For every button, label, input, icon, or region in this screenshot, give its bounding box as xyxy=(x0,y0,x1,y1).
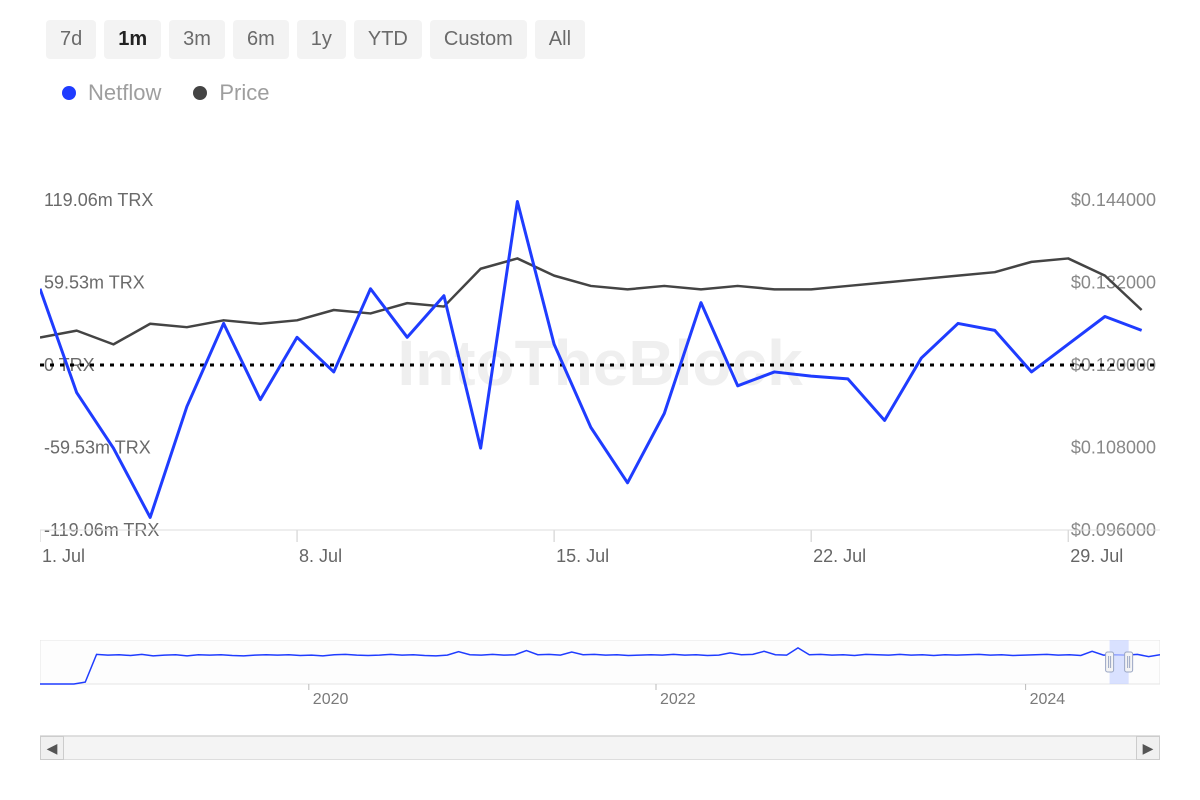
navigator[interactable]: 2020 2022 2024 ◀ ▶ xyxy=(40,640,1160,760)
y-right-tick-label: $0.144000 xyxy=(1071,190,1156,210)
x-tick-label: 29. Jul xyxy=(1070,546,1123,566)
range-selector: 7d1m3m6m1yYTDCustomAll xyxy=(46,20,585,59)
range-button-1m[interactable]: 1m xyxy=(104,20,161,59)
nav-scroll-right-button[interactable]: ▶ xyxy=(1136,736,1160,760)
main-chart[interactable]: IntoTheBlock119.06m TRX59.53m TRX0 TRX-5… xyxy=(40,160,1160,580)
range-button-all[interactable]: All xyxy=(535,20,585,59)
navigator-handle-left[interactable] xyxy=(1106,652,1114,672)
legend-item-price[interactable]: Price xyxy=(193,80,269,106)
legend-item-netflow[interactable]: Netflow xyxy=(62,80,161,106)
legend-marker-icon xyxy=(62,86,76,100)
nav-year-label: 2020 xyxy=(313,691,349,708)
watermark: IntoTheBlock xyxy=(397,327,803,399)
y-left-tick-label: 59.53m TRX xyxy=(44,273,145,293)
navigator-bg xyxy=(40,640,1160,684)
nav-year-label: 2024 xyxy=(1030,691,1066,708)
x-tick-label: 1. Jul xyxy=(42,546,85,566)
range-button-6m[interactable]: 6m xyxy=(233,20,289,59)
range-button-ytd[interactable]: YTD xyxy=(354,20,422,59)
x-tick-label: 15. Jul xyxy=(556,546,609,566)
legend-label: Price xyxy=(219,80,269,106)
legend-label: Netflow xyxy=(88,80,161,106)
nav-scroll-left-button[interactable]: ◀ xyxy=(40,736,64,760)
range-button-3m[interactable]: 3m xyxy=(169,20,225,59)
range-button-7d[interactable]: 7d xyxy=(46,20,96,59)
x-tick-label: 22. Jul xyxy=(813,546,866,566)
nav-year-label: 2022 xyxy=(660,691,696,708)
navigator-handle-right[interactable] xyxy=(1125,652,1133,672)
range-button-1y[interactable]: 1y xyxy=(297,20,346,59)
legend: Netflow Price xyxy=(62,80,269,106)
y-left-tick-label: 119.06m TRX xyxy=(44,190,153,210)
y-left-tick-label: -59.53m TRX xyxy=(44,438,151,458)
y-right-tick-label: $0.108000 xyxy=(1071,438,1156,458)
range-button-custom[interactable]: Custom xyxy=(430,20,527,59)
legend-marker-icon xyxy=(193,86,207,100)
x-tick-label: 8. Jul xyxy=(299,546,342,566)
nav-scrollbar[interactable] xyxy=(64,736,1136,760)
